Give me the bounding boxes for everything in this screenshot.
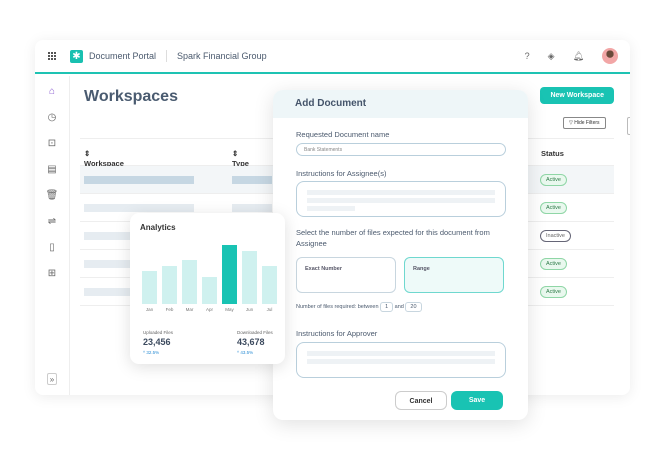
apps-grid-icon[interactable] (48, 52, 56, 60)
downloaded-value: 43,678 (237, 337, 265, 347)
analytics-card: Analytics Uploaded Files 23,456 ^ 32.5% … (130, 213, 285, 364)
range-option[interactable]: Range (404, 257, 504, 293)
analytics-title: Analytics (140, 223, 176, 232)
column-workspace-name[interactable]: Workspace Name ⇕ (84, 149, 124, 177)
filter-icon: ▽ (569, 120, 575, 126)
downloaded-change: ^ 43.5% (237, 350, 254, 355)
column-status[interactable]: Status (541, 149, 564, 158)
month-label: Mar (185, 307, 194, 312)
month-label: Jul (266, 307, 273, 312)
page-title: Workspaces (84, 88, 178, 105)
month-label: Jan (145, 307, 154, 312)
sidebar: ⌂ ◷ ⊡ ▤ 🗑︎ ⇌ ▯ ⊞ » (35, 76, 70, 395)
import-icon[interactable]: ⊡ (47, 138, 57, 149)
divider (166, 50, 168, 62)
bar-mar (182, 260, 197, 304)
column-type[interactable]: Type ⇕ (232, 149, 249, 168)
range-row: Number of files required: between 1 and … (296, 302, 422, 312)
document-name-input[interactable]: Bank Statements (296, 143, 506, 156)
help-icon[interactable]: ? (524, 51, 530, 61)
sliders-icon[interactable]: ⇌ (47, 216, 57, 227)
downloaded-label: Downloaded Files (237, 330, 273, 335)
month-label: Feb (165, 307, 174, 312)
hide-filters-button[interactable]: ▽ Hide Filters (563, 117, 606, 129)
document-icon[interactable]: ▯ (49, 242, 55, 253)
bar-jan (142, 271, 157, 304)
bar-apr (202, 277, 217, 304)
status-badge: Active (540, 258, 567, 270)
clipboard-icon[interactable]: ▤ (47, 164, 57, 175)
month-label: Jun (245, 307, 254, 312)
logo-icon: ✱ (70, 49, 83, 63)
month-label: Apr (205, 307, 213, 312)
bar-jul (262, 266, 277, 304)
modal-title: Add Document (273, 90, 528, 118)
status-badge: Active (540, 286, 567, 298)
home-icon[interactable]: ⌂ (48, 86, 56, 97)
approver-textarea[interactable] (296, 342, 506, 378)
status-badge: Active (540, 174, 567, 186)
hide-filters-label: Hide Filters (574, 120, 600, 126)
org-name: Spark Financial Group (177, 51, 267, 61)
bar-may (222, 245, 237, 304)
and-label: and (394, 304, 404, 310)
status-badge: Inactive (540, 230, 571, 242)
layers-icon[interactable]: ◈ (547, 50, 555, 61)
instructions-label: Instructions for Assignee(s) (296, 169, 387, 178)
clock-icon[interactable]: ◷ (47, 112, 57, 123)
files-label: Select the number of files expected for … (296, 228, 490, 248)
exact-number-option[interactable]: Exact Number (296, 257, 396, 293)
uploaded-label: Uploaded Files (143, 330, 174, 335)
approver-label: Instructions for Approver (296, 329, 378, 338)
uploaded-change: ^ 32.5% (143, 350, 160, 355)
apps-add-icon[interactable]: ⊞ (47, 268, 57, 279)
bar-feb (162, 266, 177, 304)
expand-sidebar-icon[interactable]: » (46, 373, 58, 385)
uploaded-value: 23,456 (143, 337, 171, 347)
bell-icon[interactable]: 🔔︎ (572, 50, 584, 61)
new-workspace-button[interactable]: New Workspace (540, 87, 614, 104)
between-label: Number of files required: between (296, 304, 379, 310)
trash-icon[interactable]: 🗑︎ (45, 190, 59, 201)
avatar[interactable] (602, 48, 618, 64)
instructions-textarea[interactable] (296, 181, 506, 217)
cancel-button[interactable]: Cancel (395, 391, 447, 410)
app-name: Document Portal (89, 51, 157, 61)
save-button[interactable]: Save (451, 391, 503, 410)
status-badge: Active (540, 202, 567, 214)
max-input[interactable]: 20 (405, 302, 422, 312)
min-input[interactable]: 1 (380, 302, 394, 312)
month-label: May (225, 307, 234, 312)
add-document-modal: Add Document Requested Document name Ban… (273, 90, 528, 420)
settings-dropdown[interactable]: ⚙ ⌄ (627, 117, 630, 135)
name-label: Requested Document name (296, 130, 390, 139)
top-bar: ✱ Document Portal Spark Financial Group … (35, 40, 630, 74)
bar-jun (242, 251, 257, 304)
